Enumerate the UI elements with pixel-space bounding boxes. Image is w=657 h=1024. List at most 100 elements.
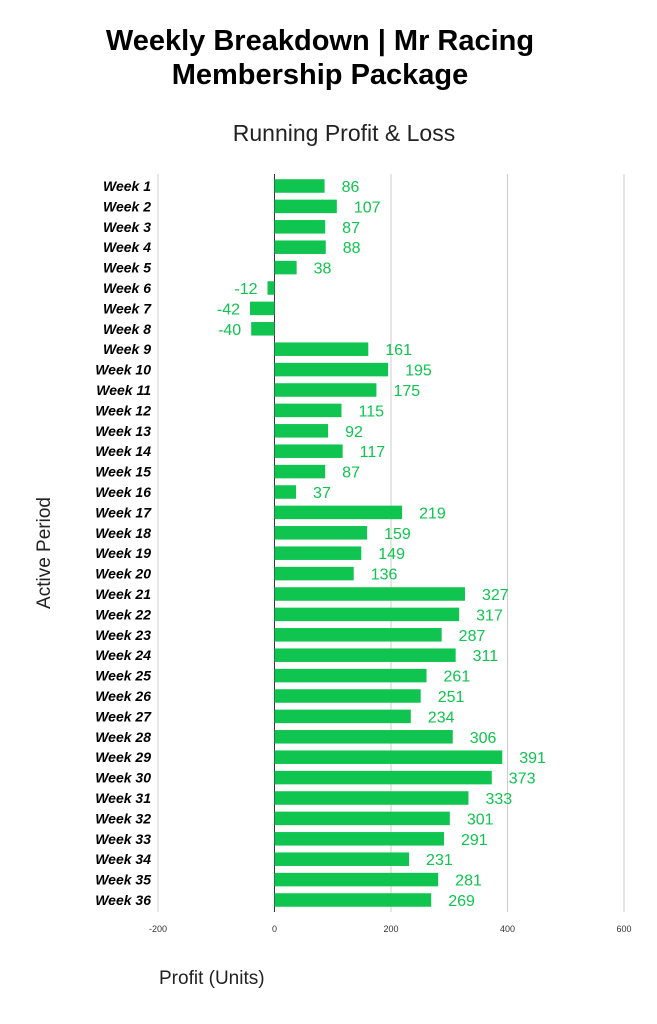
bar <box>250 301 275 316</box>
x-tick-label: 400 <box>500 924 515 934</box>
page-title-line-2: Membership Package <box>171 59 469 91</box>
bar <box>274 260 297 275</box>
category-label: Week 35 <box>95 872 151 888</box>
x-tick-label: -200 <box>149 924 167 934</box>
category-label: Week 2 <box>103 198 151 214</box>
bar <box>274 791 469 805</box>
bar <box>274 566 354 581</box>
category-label: Week 20 <box>95 566 151 582</box>
data-label: 107 <box>354 199 381 216</box>
category-label: Week 12 <box>95 402 151 418</box>
bar <box>267 281 275 295</box>
category-labels: Week 1 Week 2 Week 3 Week 4 Week 5 Week 6 Week… <box>95 178 152 908</box>
bar <box>274 852 410 866</box>
category-label: Week 9 <box>103 341 151 357</box>
category-label: Week 4 <box>103 239 151 255</box>
x-tick-label: 0 <box>272 924 277 934</box>
data-label: 37 <box>313 485 331 502</box>
bar <box>274 546 362 560</box>
category-label: Week 30 <box>95 770 151 786</box>
data-label: 175 <box>393 383 420 400</box>
category-label: Week 10 <box>95 362 151 378</box>
data-label: 306 <box>470 730 497 747</box>
data-label: 38 <box>314 261 332 278</box>
category-label: Week 32 <box>95 810 151 826</box>
category-label: Week 23 <box>95 627 151 643</box>
data-label: 287 <box>459 628 486 645</box>
y-axis-title: Active Period <box>34 497 55 609</box>
bar <box>274 199 337 214</box>
data-label: 317 <box>476 607 503 624</box>
bar <box>274 526 368 540</box>
category-label: Week 5 <box>103 260 151 276</box>
bars <box>250 179 503 907</box>
category-label: Week 3 <box>103 219 151 235</box>
data-label: 149 <box>378 546 405 563</box>
data-label: 161 <box>385 342 412 359</box>
bar <box>274 240 326 254</box>
bar <box>274 668 427 683</box>
bar <box>274 709 411 724</box>
data-label: 391 <box>519 750 546 767</box>
bar <box>274 689 421 703</box>
bar <box>251 322 275 336</box>
data-label: 92 <box>345 424 363 441</box>
category-label: Week 17 <box>95 504 152 520</box>
bar <box>274 750 503 764</box>
data-label: 327 <box>482 587 509 604</box>
page-title: Weekly Breakdown | Mr Racing Membership … <box>0 24 640 92</box>
x-tick-labels: -200 0 200 400 600 <box>149 924 632 934</box>
data-label: 86 <box>342 179 360 196</box>
x-tick-label: 600 <box>616 924 631 934</box>
bar <box>274 362 389 377</box>
category-label: Week 25 <box>95 668 151 684</box>
category-label: Week 19 <box>95 545 151 561</box>
data-label: -12 <box>234 281 257 298</box>
gridlines <box>157 174 625 912</box>
data-label: 261 <box>444 669 471 686</box>
data-label: 311 <box>473 648 499 665</box>
bar <box>274 872 439 887</box>
bar <box>274 342 369 356</box>
category-label: Week 29 <box>95 749 151 765</box>
category-label: Week 13 <box>95 423 151 439</box>
data-label: 136 <box>371 567 398 584</box>
bar <box>274 220 326 234</box>
bar <box>274 424 329 438</box>
category-label: Week 21 <box>95 586 151 602</box>
bar <box>274 770 492 785</box>
data-label: 281 <box>455 873 482 890</box>
data-label: -40 <box>218 322 241 339</box>
data-label: 231 <box>426 852 453 869</box>
bar <box>274 893 432 907</box>
data-label: 117 <box>360 444 386 461</box>
data-label: 87 <box>342 220 360 237</box>
bar <box>274 505 403 520</box>
category-label: Week 11 <box>96 382 151 398</box>
data-label: 373 <box>509 771 536 788</box>
category-label: Week 15 <box>95 464 151 480</box>
category-label: Week 28 <box>95 729 151 745</box>
category-label: Week 36 <box>95 892 151 908</box>
bar <box>274 811 450 826</box>
category-label: Week 14 <box>95 443 151 459</box>
bar <box>274 179 325 193</box>
data-label: 115 <box>358 403 384 420</box>
category-label: Week 7 <box>103 300 152 316</box>
x-tick-label: 200 <box>383 924 398 934</box>
data-label: -42 <box>217 301 240 318</box>
category-label: Week 26 <box>95 688 151 704</box>
category-label: Week 24 <box>95 647 151 663</box>
category-label: Week 16 <box>95 484 151 500</box>
data-label: 87 <box>342 465 360 482</box>
category-label: Week 34 <box>95 851 151 867</box>
category-label: Week 27 <box>95 708 152 724</box>
category-label: Week 18 <box>95 525 151 541</box>
data-label: 301 <box>467 811 494 828</box>
category-label: Week 8 <box>103 321 151 337</box>
bar <box>274 648 456 662</box>
data-label: 219 <box>419 505 446 522</box>
bar <box>274 383 377 397</box>
data-label: 234 <box>428 709 455 726</box>
category-label: Week 6 <box>103 280 151 296</box>
